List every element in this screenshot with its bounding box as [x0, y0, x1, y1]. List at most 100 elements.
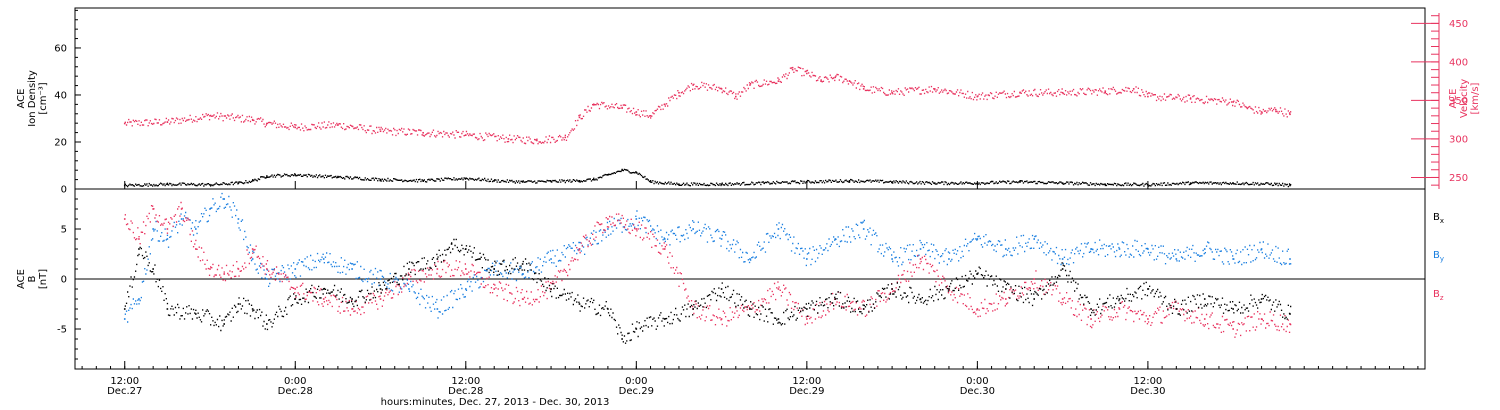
- x-tick-time-label: 12:00: [1133, 376, 1162, 387]
- bx-series-point: [777, 318, 780, 320]
- bz-series-point: [919, 258, 922, 260]
- velocity-series-point: [1260, 111, 1263, 113]
- bx-series-point: [1175, 308, 1178, 310]
- bx-series-point: [1061, 268, 1064, 270]
- bz-series-point: [251, 248, 254, 250]
- top-right-ylabel-line: ACE: [1448, 89, 1459, 109]
- density-series-point: [1104, 183, 1107, 186]
- bz-series-point: [351, 308, 353, 310]
- velocity-series-point: [1147, 95, 1149, 98]
- density-series-point: [1289, 184, 1291, 187]
- by-series-point: [749, 258, 751, 260]
- by-series-point: [1061, 258, 1064, 260]
- density-series-point: [1189, 182, 1192, 184]
- by-series-point: [166, 238, 169, 240]
- x-tick-date-label: Dec.30: [1130, 386, 1165, 397]
- velocity-series-point: [976, 95, 979, 98]
- by-series-point: [436, 308, 439, 310]
- velocity-series-point: [123, 122, 126, 125]
- bx-series-point: [464, 248, 467, 250]
- x-tick-time-label: 0:00: [625, 376, 647, 387]
- density-series-point: [251, 179, 254, 182]
- bz-series-point: [152, 208, 154, 210]
- panel-frames: [74, 7, 1426, 370]
- x-axis-title: hours:minutes, Dec. 27, 2013 - Dec. 30, …: [381, 397, 610, 408]
- legend-by: By: [1433, 250, 1444, 263]
- by-series-point: [351, 268, 353, 270]
- by-series-point: [1147, 248, 1149, 250]
- density-series-point: [763, 182, 766, 184]
- velocity-series-point: [464, 134, 467, 136]
- velocity-series: [123, 66, 1292, 145]
- by-series-dots: [124, 192, 1292, 323]
- density-series-point: [337, 176, 339, 179]
- bx-series-point: [948, 288, 950, 290]
- by-series-point: [948, 258, 950, 260]
- bottom-tick-label: -5: [57, 325, 67, 336]
- density-series-point: [166, 183, 169, 186]
- bx-series-point: [919, 298, 922, 300]
- bz-series: [123, 201, 1292, 338]
- top-right-tick-label: 250: [1449, 173, 1468, 184]
- x-tick-date-label: Dec.28: [278, 386, 313, 397]
- density-series-point: [891, 181, 893, 183]
- bx-series-point: [1260, 298, 1263, 300]
- bz-series-point: [1004, 298, 1007, 300]
- by-series-point: [251, 258, 254, 260]
- density-series-point: [635, 171, 638, 174]
- by-series-point: [209, 208, 211, 210]
- bz-series-point: [976, 308, 979, 310]
- top-left-ylabel-line: ACE: [16, 89, 27, 109]
- bz-series-point: [138, 238, 140, 240]
- bx-series-point: [223, 323, 226, 325]
- bx-series-point: [479, 258, 481, 260]
- velocity-series-point: [1232, 101, 1234, 103]
- by-series-point: [464, 288, 467, 290]
- velocity-series-point: [635, 111, 638, 113]
- bz-series-point: [1033, 278, 1036, 280]
- velocity-series-point: [663, 103, 666, 106]
- bx-series-point: [578, 303, 581, 305]
- x-tick-date-label: Dec.29: [789, 386, 824, 397]
- bx-series-point: [322, 288, 325, 290]
- bx-series-point: [436, 258, 439, 260]
- by-series-point: [1289, 258, 1291, 260]
- bx-series: [123, 238, 1292, 344]
- density-series-point: [678, 183, 680, 186]
- by-series-point: [194, 228, 197, 230]
- by-series-point: [180, 218, 183, 220]
- bx-series-point: [379, 288, 382, 290]
- x-tick-date-label: Dec.27: [107, 386, 142, 397]
- bx-series-point: [194, 313, 197, 315]
- x-tick-time-label: 12:00: [110, 376, 139, 387]
- bz-series-point: [806, 318, 808, 320]
- bx-series-point: [1203, 298, 1206, 300]
- bz-series-point: [1061, 298, 1064, 300]
- by-series-point: [663, 238, 666, 240]
- by-series-point: [322, 258, 325, 260]
- bz-series-point: [322, 298, 325, 300]
- velocity-series-point: [209, 115, 211, 117]
- bz-series-point: [1090, 318, 1092, 320]
- velocity-series-point: [251, 118, 254, 121]
- bx-series-point: [1289, 313, 1291, 315]
- bx-series-point: [1118, 298, 1121, 300]
- density-series-point: [237, 182, 240, 184]
- top-right-tick-label: 450: [1449, 19, 1468, 30]
- velocity-series-point: [806, 72, 808, 75]
- x-tick-time-label: 12:00: [451, 376, 480, 387]
- x-tick-date-label: Dec.30: [960, 386, 995, 397]
- bx-series-point: [621, 338, 623, 340]
- velocity-series-dots: [124, 66, 1292, 145]
- by-series-point: [521, 273, 524, 275]
- top-left-tick-label: 20: [54, 137, 67, 148]
- velocity-series-point: [564, 136, 567, 139]
- bx-series-point: [450, 243, 453, 245]
- velocity-series-point: [1289, 113, 1291, 116]
- velocity-series-point: [578, 116, 581, 119]
- bx-series-point: [266, 323, 268, 325]
- top-left-tick-label: 60: [54, 43, 67, 54]
- velocity-series-point: [862, 88, 865, 90]
- top-left-ylabel-line: [cm⁻³]: [38, 82, 49, 114]
- density-series-point: [493, 179, 496, 182]
